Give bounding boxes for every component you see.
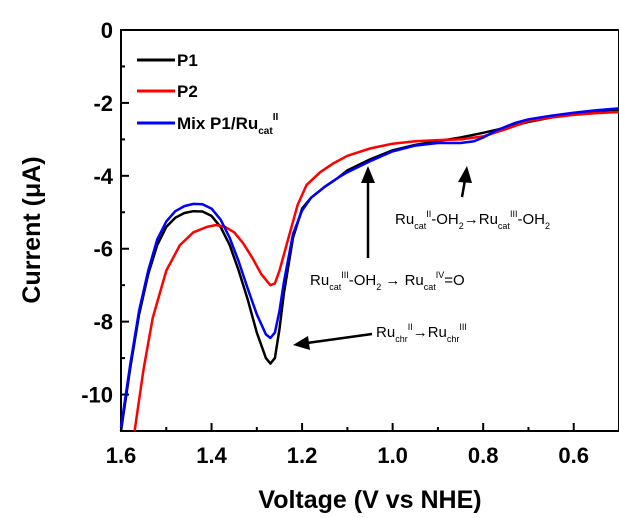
legend-mix-sup: II	[273, 112, 279, 123]
annotation-part: →	[381, 272, 404, 289]
annotation-part: Ru	[479, 211, 498, 228]
annotation-part: 2	[376, 282, 381, 292]
annotation-part: =O	[444, 272, 464, 289]
y-tick-label: -4	[93, 164, 113, 189]
series-line-3	[119, 107, 619, 428]
annotation-part: -OH	[349, 272, 377, 289]
y-tick-label: 0	[101, 18, 113, 43]
annotation-part: 2	[545, 221, 550, 231]
annotation-part: II	[408, 322, 413, 332]
x-tick-label: 1.6	[106, 443, 137, 468]
series-line-1	[119, 108, 619, 432]
y-tick-label: -6	[93, 237, 113, 262]
y-axis-title: Current (μA)	[18, 156, 46, 303]
annotation-part: Ru	[376, 324, 395, 341]
legend: P1 P2 Mix P1/RucatII	[137, 51, 278, 137]
annotation-part: IV	[436, 270, 445, 280]
annotation-part: Ru	[428, 324, 447, 341]
series-line-2	[133, 110, 619, 432]
legend-mix-sub: cat	[258, 126, 273, 137]
annotation-part: chr	[395, 334, 408, 344]
y-tick-label: -2	[93, 91, 113, 116]
legend-label-p2: P2	[177, 82, 198, 101]
annotation-part: Ru	[310, 272, 329, 289]
annotation-arrows	[293, 166, 472, 350]
x-axis-title: Voltage (V vs NHE)	[258, 486, 481, 514]
x-tick-label: 1.4	[196, 443, 227, 468]
annotation-chr-ii-iii: RuchrII→RuchrIII	[376, 322, 467, 344]
legend-label-mix: Mix P1/RucatII	[177, 112, 278, 137]
annotation-cat-iii-iv: RucatIII-OH2 → RucatIV=O	[310, 270, 465, 292]
annotation-part: III	[459, 322, 467, 332]
annotation-part: cat	[424, 282, 437, 292]
y-tick-label: -8	[93, 310, 113, 335]
axis-ticks: 1.6 1.4 1.2 1.0 0.8 0.6 0 -2 -4 -6 -8 -10	[81, 18, 589, 468]
annotation-part: 2	[459, 221, 464, 231]
x-tick-label: 0.6	[558, 443, 589, 468]
annotation-part: -OH	[431, 211, 459, 228]
annotation-part: →	[464, 211, 479, 228]
annotation-part: cat	[498, 221, 511, 231]
y-tick-label: -10	[81, 383, 113, 408]
x-tick-label: 1.2	[287, 443, 318, 468]
annotation-part: cat	[329, 282, 342, 292]
plot-frame	[120, 29, 619, 432]
annotation-part: -OH	[517, 211, 545, 228]
annotation-part: Ru	[395, 211, 414, 228]
annotation-part: III	[510, 209, 518, 219]
legend-label-p1: P1	[177, 51, 198, 70]
annotation-part: chr	[447, 334, 460, 344]
annotation-part: II	[426, 209, 431, 219]
annotation-cat-ii-iii: RucatII-OH2→RucatIII-OH2	[395, 209, 550, 231]
series-lines	[119, 107, 619, 432]
x-tick-label: 0.8	[468, 443, 499, 468]
legend-mix-main: Mix P1/Ru	[177, 114, 258, 133]
annotation-part: cat	[414, 221, 427, 231]
annotation-part: Ru	[405, 272, 424, 289]
annotation-part: →	[413, 324, 428, 341]
annotation-part: III	[341, 270, 349, 280]
x-tick-label: 1.0	[377, 443, 408, 468]
